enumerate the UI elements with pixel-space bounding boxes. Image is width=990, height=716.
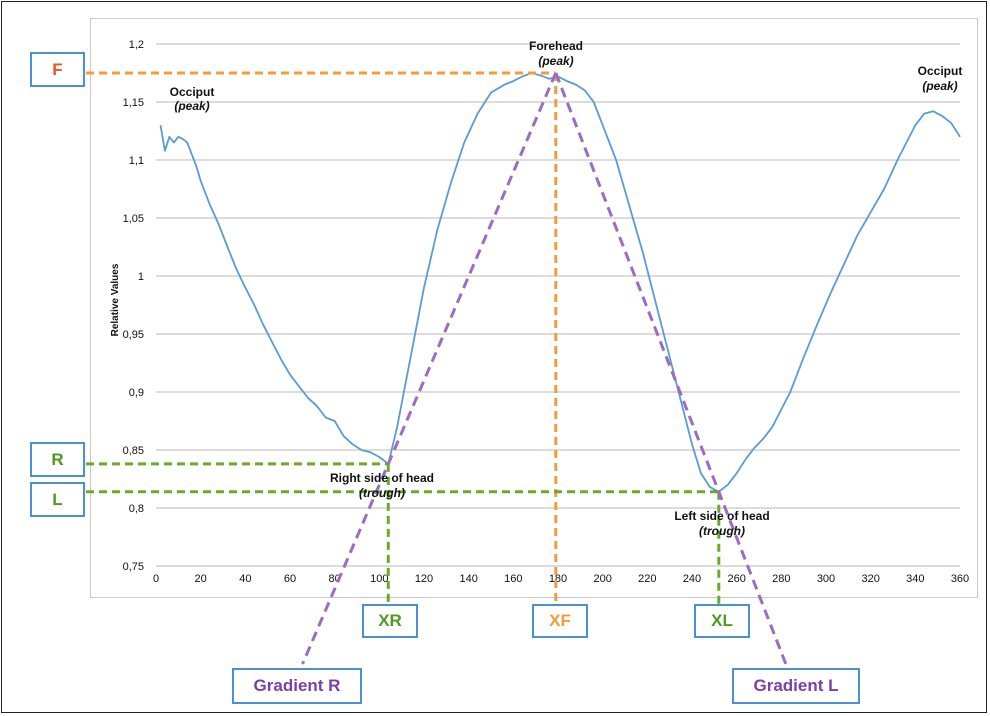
annotation-occiput-right: Occiput (peak) [918,64,963,93]
x-tick-label: 60 [284,573,296,585]
x-tick-label: 100 [370,573,388,585]
marker-box-xr: XR [362,604,418,638]
x-tick-label: 120 [415,573,433,585]
y-tick-label: 1,2 [129,39,144,51]
gradient-r-line [301,72,558,665]
y-tick-label: 0,95 [123,329,144,341]
x-tick-label: 200 [593,573,611,585]
y-tick-label: 0,75 [123,561,144,573]
marker-box-xf: XF [532,604,588,638]
series-group [159,72,961,493]
y-tick-label: 0,85 [123,445,144,457]
x-tick-label: 20 [195,573,207,585]
annotation-right-side: Right side of head (trough) [330,471,434,500]
y-tick-label: 1,15 [123,97,144,109]
x-tick-label: 0 [153,573,159,585]
gradient-l-line [554,72,788,665]
y-tick-label: 1,1 [129,155,144,167]
marker-box-xl: XL [694,604,750,638]
annotation-right-side-sub: (trough) [359,486,405,500]
y-tick-label: 1 [138,271,144,283]
x-tick-label: 260 [727,573,745,585]
y-tick-label: 0,9 [129,387,144,399]
annotation-occiput-right-title: Occiput [918,64,963,78]
x-axis-ticks: 0 20 40 60 80 100 120 140 160 180 200 220 240 260 280 3… [153,573,969,585]
x-tick-label: 180 [549,573,567,585]
x-tick-label: 300 [817,573,835,585]
x-tick-label: 280 [772,573,790,585]
y-tick-label: 0,8 [129,503,144,515]
series-line [159,72,961,493]
x-tick-label: 340 [906,573,924,585]
annotation-occiput-left-title: Occiput [170,85,215,99]
y-axis-ticks: 0,75 0,8 0,85 0,9 0,95 1 1,05 1,1 1,15 1,2 [123,39,144,573]
annotation-occiput-right-sub: (peak) [922,79,957,93]
gradient-r-box: Gradient R [232,668,362,704]
guide-lines [86,71,788,665]
annotation-occiput-left-sub: (peak) [174,99,209,113]
x-tick-label: 140 [459,573,477,585]
x-tick-label: 40 [239,573,251,585]
x-tick-label: 220 [638,573,656,585]
gradient-l-box: Gradient L [732,668,860,704]
marker-box-r: R [30,442,85,477]
annotation-forehead-title: Forehead [529,39,583,53]
annotation-forehead-sub: (peak) [538,54,573,68]
annotation-left-side-sub: (trough) [699,524,745,538]
y-axis-label: Relative Values [110,263,121,336]
y-tick-label: 1,05 [123,213,144,225]
marker-box-f: F [30,52,85,87]
annotation-occiput-left: Occiput (peak) [170,85,215,113]
annotation-left-side-title: Left side of head [674,509,769,523]
grid-lines [156,43,960,567]
x-tick-label: 240 [683,573,701,585]
annotation-left-side: Left side of head (trough) [674,509,769,538]
x-tick-label: 160 [504,573,522,585]
plot-area [90,18,978,598]
x-tick-label: 360 [951,573,969,585]
annotation-forehead: Forehead (peak) [529,39,583,68]
x-tick-label: 320 [861,573,879,585]
marker-box-l: L [30,482,85,517]
annotation-right-side-title: Right side of head [330,471,434,485]
